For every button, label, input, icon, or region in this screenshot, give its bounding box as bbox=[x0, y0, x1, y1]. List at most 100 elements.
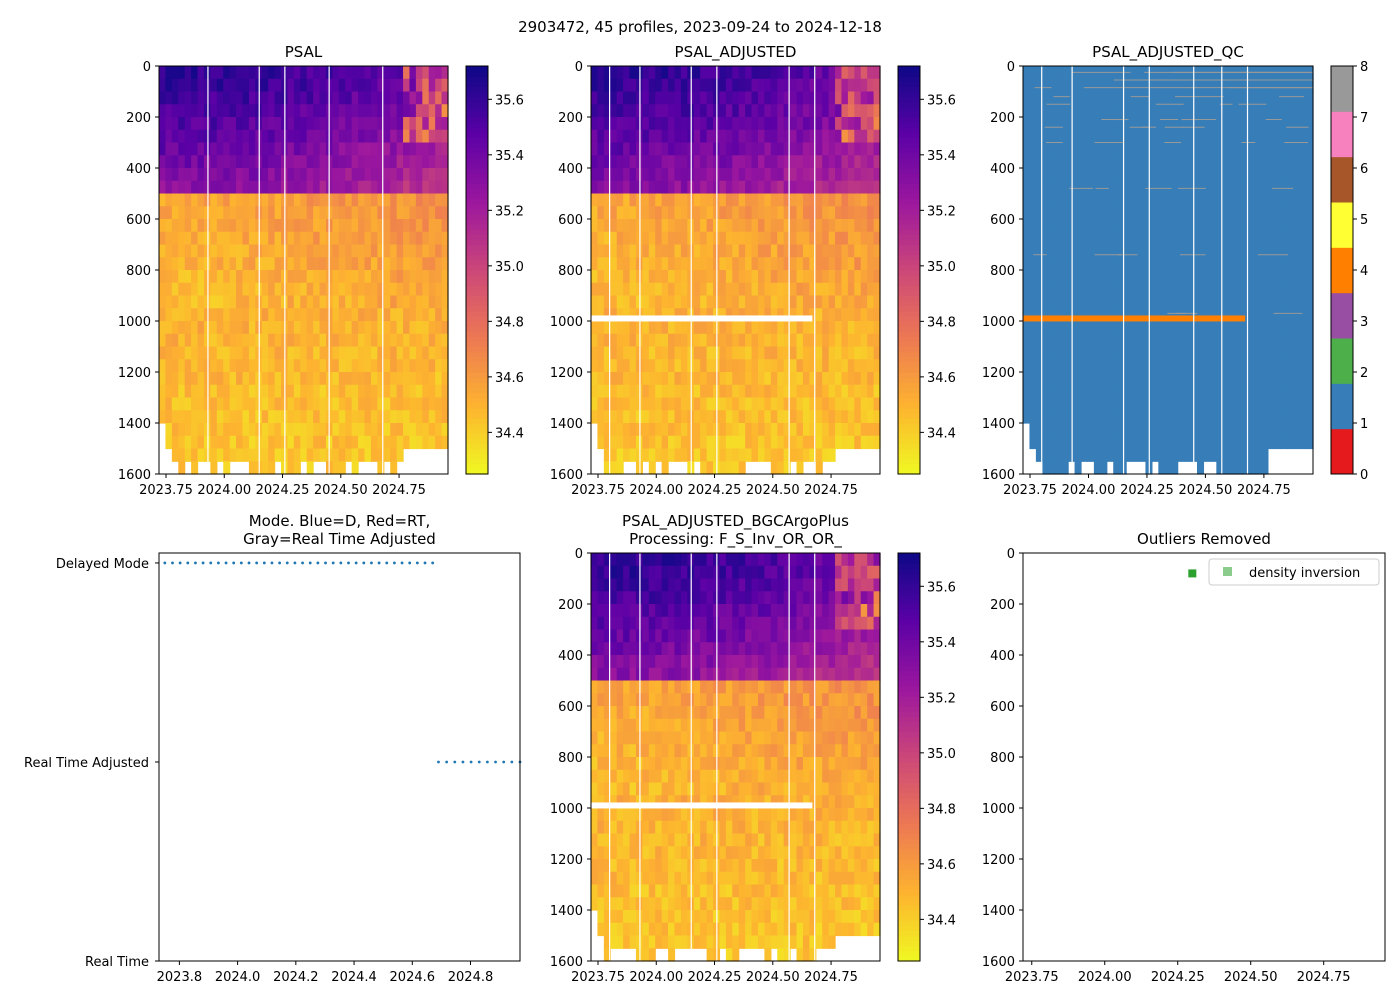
salinity-cell bbox=[655, 423, 663, 437]
salinity-cell bbox=[165, 410, 173, 424]
salinity-cell bbox=[229, 308, 237, 322]
salinity-cell bbox=[623, 142, 631, 156]
salinity-cell bbox=[415, 257, 423, 271]
salinity-cell bbox=[597, 884, 605, 898]
salinity-cell bbox=[648, 384, 656, 399]
qc-cell bbox=[1151, 372, 1159, 386]
salinity-cell bbox=[306, 193, 314, 207]
salinity-cell bbox=[873, 180, 881, 195]
salinity-cell bbox=[242, 359, 250, 373]
salinity-cell bbox=[396, 282, 404, 297]
salinity-cell bbox=[648, 693, 656, 707]
salinity-cell bbox=[300, 66, 308, 80]
salinity-cell bbox=[648, 935, 656, 949]
salinity-cell bbox=[680, 206, 688, 220]
salinity-cell bbox=[847, 423, 855, 437]
salinity-cell bbox=[738, 66, 746, 80]
qc-cell bbox=[1081, 397, 1089, 411]
salinity-cell bbox=[783, 359, 791, 373]
salinity-cell bbox=[358, 346, 366, 360]
qc-cell bbox=[1158, 359, 1166, 373]
salinity-cell bbox=[854, 117, 862, 131]
qc-cell bbox=[1248, 117, 1256, 131]
qc-cell bbox=[1248, 410, 1256, 424]
salinity-cell bbox=[603, 66, 611, 80]
qc-cell bbox=[1093, 168, 1101, 182]
salinity-cell bbox=[178, 231, 186, 246]
mode-point bbox=[502, 760, 506, 764]
qc-cell bbox=[1235, 461, 1243, 475]
qc-cell bbox=[1209, 270, 1217, 284]
qc-cell bbox=[1222, 231, 1230, 246]
qc-cell bbox=[1267, 206, 1275, 220]
salinity-cell bbox=[191, 142, 199, 156]
qc-cell bbox=[1216, 435, 1224, 450]
salinity-cell bbox=[591, 333, 599, 348]
salinity-cell bbox=[700, 155, 708, 169]
salinity-cell bbox=[661, 321, 669, 335]
salinity-cell bbox=[216, 321, 224, 335]
salinity-cell bbox=[313, 193, 321, 207]
salinity-cell bbox=[435, 244, 443, 258]
salinity-cell bbox=[745, 435, 753, 450]
salinity-cell bbox=[603, 308, 611, 322]
salinity-cell bbox=[191, 180, 199, 195]
qc-cell bbox=[1074, 448, 1082, 462]
salinity-cell bbox=[623, 308, 631, 322]
salinity-cell bbox=[610, 193, 618, 207]
salinity-cell bbox=[719, 359, 727, 373]
salinity-cell bbox=[229, 423, 237, 437]
salinity-cell bbox=[377, 66, 385, 80]
salinity-cell bbox=[706, 66, 714, 80]
colorbar-gradient-step bbox=[898, 315, 920, 322]
colorbar-gradient-step bbox=[466, 203, 488, 210]
salinity-cell bbox=[364, 448, 372, 462]
salinity-cell bbox=[854, 155, 862, 169]
salinity-cell bbox=[223, 66, 231, 80]
salinity-cell bbox=[236, 423, 244, 437]
qc-cell bbox=[1216, 78, 1224, 93]
salinity-cell bbox=[597, 629, 605, 643]
salinity-cell bbox=[338, 435, 346, 450]
salinity-cell bbox=[197, 321, 205, 335]
salinity-cell bbox=[648, 257, 656, 271]
qc-cell bbox=[1209, 117, 1217, 131]
salinity-cell bbox=[191, 372, 199, 386]
salinity-cell bbox=[248, 346, 256, 360]
qc-cell bbox=[1035, 321, 1043, 335]
salinity-cell bbox=[390, 397, 398, 411]
salinity-cell bbox=[428, 142, 436, 156]
colorbar-frame bbox=[1330, 65, 1354, 475]
salinity-cell bbox=[229, 78, 237, 93]
qc-cell bbox=[1280, 282, 1288, 297]
salinity-cell bbox=[306, 104, 314, 118]
salinity-cell bbox=[610, 820, 618, 835]
salinity-cell bbox=[191, 410, 199, 424]
salinity-cell bbox=[435, 410, 443, 424]
salinity-cell bbox=[777, 346, 785, 360]
qc-cell bbox=[1203, 333, 1211, 348]
salinity-cell bbox=[655, 270, 663, 284]
salinity-cell bbox=[642, 180, 650, 195]
salinity-cell bbox=[796, 410, 804, 424]
salinity-cell bbox=[732, 206, 740, 220]
qc-cell bbox=[1029, 219, 1037, 233]
y-tick-label: 0 bbox=[575, 60, 583, 75]
salinity-cell bbox=[873, 78, 881, 93]
salinity-cell bbox=[764, 346, 772, 360]
qc-cell bbox=[1255, 180, 1263, 195]
salinity-cell bbox=[616, 461, 624, 475]
qc-cell bbox=[1209, 410, 1217, 424]
qc-cell bbox=[1267, 142, 1275, 156]
qc-cell bbox=[1229, 295, 1237, 309]
qc-cell bbox=[1306, 397, 1314, 411]
colorbar-gradient-step bbox=[898, 377, 920, 383]
salinity-cell bbox=[770, 372, 778, 386]
salinity-cell bbox=[358, 206, 366, 220]
salinity-cell bbox=[668, 423, 676, 437]
salinity-cell bbox=[764, 142, 772, 156]
qc-cell bbox=[1235, 206, 1243, 220]
salinity-cell bbox=[873, 142, 881, 156]
colorbar-gradient-step bbox=[466, 468, 488, 475]
salinity-cell bbox=[674, 168, 682, 182]
